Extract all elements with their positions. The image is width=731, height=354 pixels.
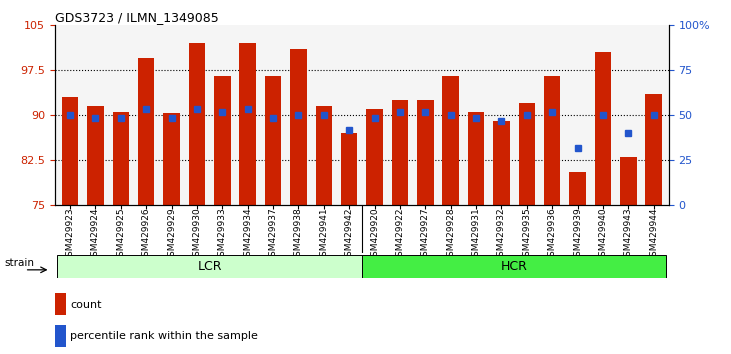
Bar [290,49,307,205]
Bar [518,103,535,205]
Bar [113,112,129,205]
Bar [62,97,78,205]
Bar [57,255,362,278]
Bar [55,293,66,315]
Text: GSM429930: GSM429930 [192,208,202,262]
Text: GSM429928: GSM429928 [446,208,455,262]
Text: GSM429926: GSM429926 [142,208,151,262]
Text: strain: strain [4,258,34,268]
Text: GSM429934: GSM429934 [243,208,252,262]
Text: GSM429944: GSM429944 [649,208,658,262]
Bar [544,76,561,205]
Text: GSM429940: GSM429940 [599,208,607,262]
Bar [417,100,433,205]
Bar [214,76,230,205]
Text: GSM429929: GSM429929 [167,208,176,262]
Text: GSM429932: GSM429932 [497,208,506,262]
Bar [366,109,383,205]
Bar [138,58,154,205]
Text: percentile rank within the sample: percentile rank within the sample [70,331,258,342]
Text: GSM429941: GSM429941 [319,208,328,262]
Text: GSM429922: GSM429922 [395,208,404,262]
Bar [55,325,66,347]
Text: GSM429935: GSM429935 [522,208,531,262]
Bar [569,172,586,205]
Text: GSM429943: GSM429943 [624,208,633,262]
Bar [316,106,332,205]
Bar [594,52,611,205]
Text: count: count [70,299,102,310]
Text: GSM429933: GSM429933 [218,208,227,262]
Bar [265,76,281,205]
Bar [362,255,667,278]
Text: GSM429936: GSM429936 [548,208,556,262]
Bar [341,133,357,205]
Bar [240,43,256,205]
Text: GSM429939: GSM429939 [573,208,582,262]
Text: LCR: LCR [197,260,221,273]
Text: GSM429937: GSM429937 [268,208,278,262]
Bar [163,113,180,205]
Bar [468,112,484,205]
Bar [392,100,408,205]
Bar [620,157,637,205]
Text: GSM429920: GSM429920 [370,208,379,262]
Bar [189,43,205,205]
Text: HCR: HCR [501,260,528,273]
Text: GSM429942: GSM429942 [344,208,354,262]
Bar [645,94,662,205]
Text: GSM429931: GSM429931 [471,208,480,262]
Text: GSM429938: GSM429938 [294,208,303,262]
Bar [442,76,459,205]
Text: GSM429924: GSM429924 [91,208,100,262]
Bar [493,121,510,205]
Text: GSM429925: GSM429925 [116,208,125,262]
Text: GSM429927: GSM429927 [421,208,430,262]
Text: GSM429923: GSM429923 [66,208,75,262]
Bar [87,106,104,205]
Text: GDS3723 / ILMN_1349085: GDS3723 / ILMN_1349085 [55,11,219,24]
